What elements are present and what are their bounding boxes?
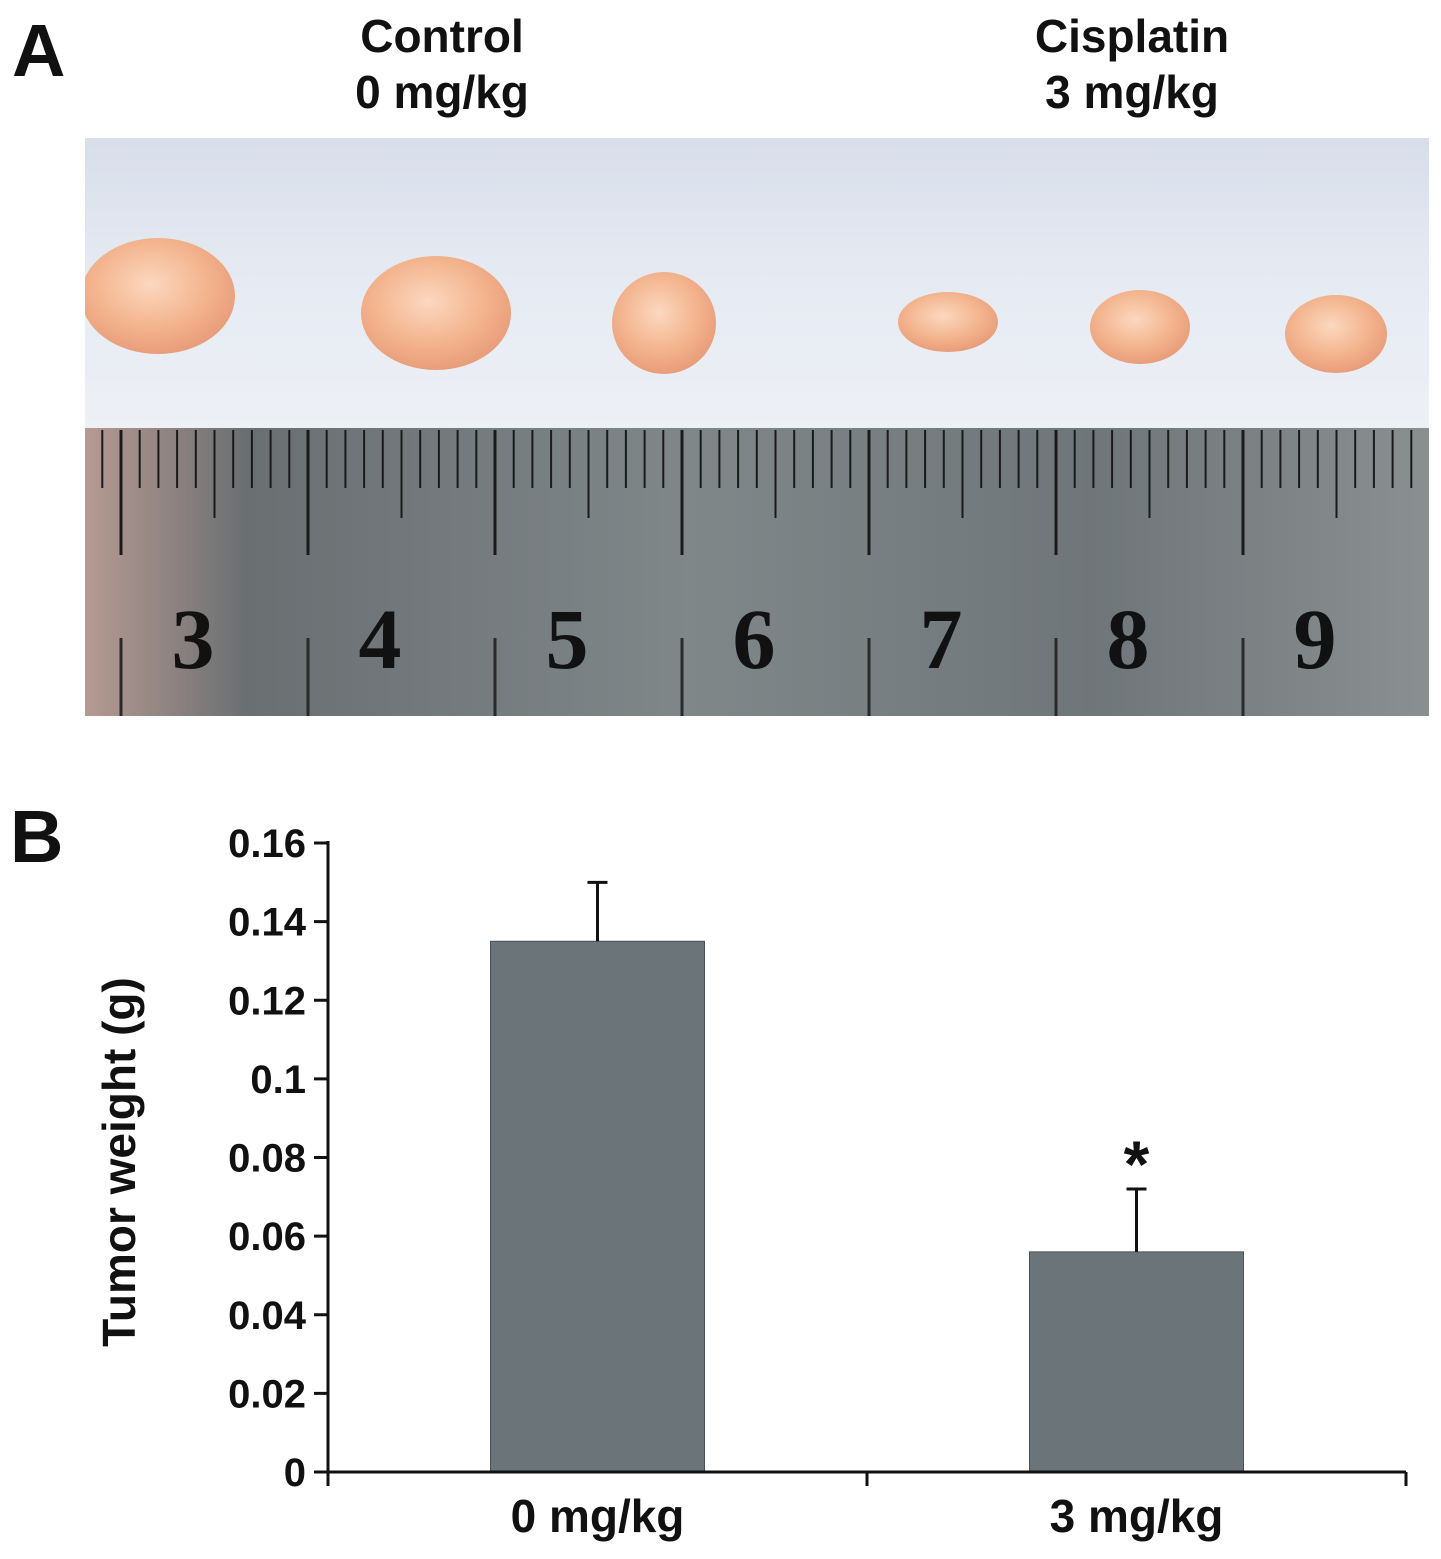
- x-tick-label: 0 mg/kg: [511, 1490, 685, 1542]
- ruler-number: 9: [1294, 591, 1337, 687]
- y-axis-label: Tumor weight (g): [93, 977, 145, 1347]
- group-name-cisplatin: Cisplatin: [1034, 10, 1230, 62]
- y-tick-label: 0.1: [250, 1058, 306, 1102]
- tumor-sample: [1285, 295, 1387, 373]
- y-tick-label: 0.08: [228, 1137, 306, 1181]
- ruler-numbers: 3 4 5 6 7 8 9: [172, 591, 1337, 687]
- y-tick-label: 0.06: [228, 1215, 306, 1259]
- y-tick-label: 0.16: [228, 822, 306, 866]
- ruler-number: 7: [920, 591, 963, 687]
- group-label-control: Control 0 mg/kg: [262, 8, 622, 120]
- bar: [1029, 1251, 1244, 1473]
- significance-marker: *: [1124, 1127, 1150, 1201]
- tumor-sample: [361, 256, 511, 370]
- group-dose-cisplatin: 3 mg/kg: [1045, 66, 1219, 118]
- tumor-photo: 3 4 5 6 7 8 9: [85, 138, 1429, 716]
- group-name-control: Control: [360, 10, 524, 62]
- bar: [490, 940, 705, 1473]
- y-tick-label: 0.14: [228, 901, 307, 945]
- panel-letter-b: B: [10, 795, 64, 878]
- tumor-sample: [85, 238, 235, 354]
- ruler-number: 4: [359, 591, 402, 687]
- group-dose-control: 0 mg/kg: [355, 66, 529, 118]
- tumor-sample: [1090, 290, 1190, 364]
- tumor-sample: [898, 292, 998, 352]
- ruler-number: 5: [546, 591, 589, 687]
- tumor-samples: [85, 238, 1387, 374]
- ruler-number: 8: [1107, 591, 1150, 687]
- group-label-cisplatin: Cisplatin 3 mg/kg: [952, 8, 1312, 120]
- ruler-number: 6: [733, 591, 776, 687]
- x-tick-label: 3 mg/kg: [1050, 1490, 1224, 1542]
- photo-background: [85, 138, 1429, 428]
- tumor-sample: [612, 272, 716, 374]
- tumor-weight-bar-chart: Tumor weight (g) 0 0.02 0.04 0.06 0.08 0.1 0.1…: [93, 822, 1408, 1542]
- ruler-number: 3: [172, 591, 215, 687]
- panel-letter-a: A: [12, 9, 66, 92]
- y-tick-label: 0.02: [228, 1372, 306, 1416]
- ruler-ticks: [101, 430, 1413, 716]
- y-tick-label: 0.04: [228, 1294, 307, 1338]
- y-tick-label: 0.12: [228, 979, 306, 1023]
- y-tick-label: 0: [284, 1451, 306, 1495]
